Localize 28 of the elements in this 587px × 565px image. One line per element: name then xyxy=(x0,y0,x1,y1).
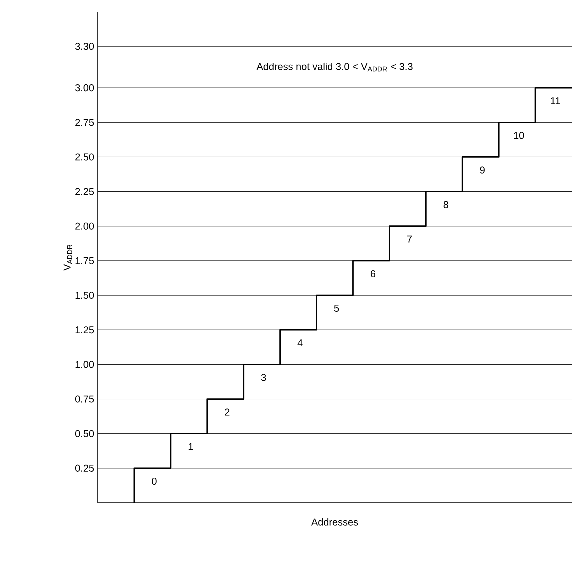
annotation: Address not valid 3.0 < V$_{ADDR}$ < 3.3 xyxy=(256,62,413,72)
y-tick-label: 2.75 xyxy=(76,119,94,126)
annotation: 9 xyxy=(480,166,485,174)
annotation: 0 xyxy=(152,478,157,485)
annotation: 6 xyxy=(370,270,376,278)
y-tick-label: 1.00 xyxy=(76,361,94,368)
y-tick-label: 2.25 xyxy=(76,188,94,196)
annotation: 8 xyxy=(444,201,448,208)
annotation: 5 xyxy=(334,305,340,312)
y-tick-label: 0.50 xyxy=(75,430,94,438)
y-tick-label: 2.50 xyxy=(76,154,94,161)
y-tick-label: 1.25 xyxy=(76,326,94,334)
y-tick-label: 2.00 xyxy=(76,222,94,230)
annotation: 11 xyxy=(551,98,560,104)
y-tick-label: 1.75 xyxy=(76,257,94,264)
annotation: 2 xyxy=(225,408,230,416)
y-tick-label: 3.30 xyxy=(75,43,94,50)
y-tick-label: 3.00 xyxy=(75,84,94,92)
annotation: 7 xyxy=(407,236,412,243)
x-axis-title: Addresses xyxy=(311,518,358,526)
annotation: 4 xyxy=(298,340,303,346)
y-tick-label: 0.25 xyxy=(75,464,94,472)
y-tick-label: 0.75 xyxy=(75,396,94,403)
annotation: 3 xyxy=(261,374,266,382)
annotation: 1 xyxy=(188,443,194,450)
y-tick-label: 1.50 xyxy=(76,292,94,300)
y-axis-title: V$_{ADDR}$ xyxy=(64,244,72,271)
annotation: 10 xyxy=(514,132,524,140)
